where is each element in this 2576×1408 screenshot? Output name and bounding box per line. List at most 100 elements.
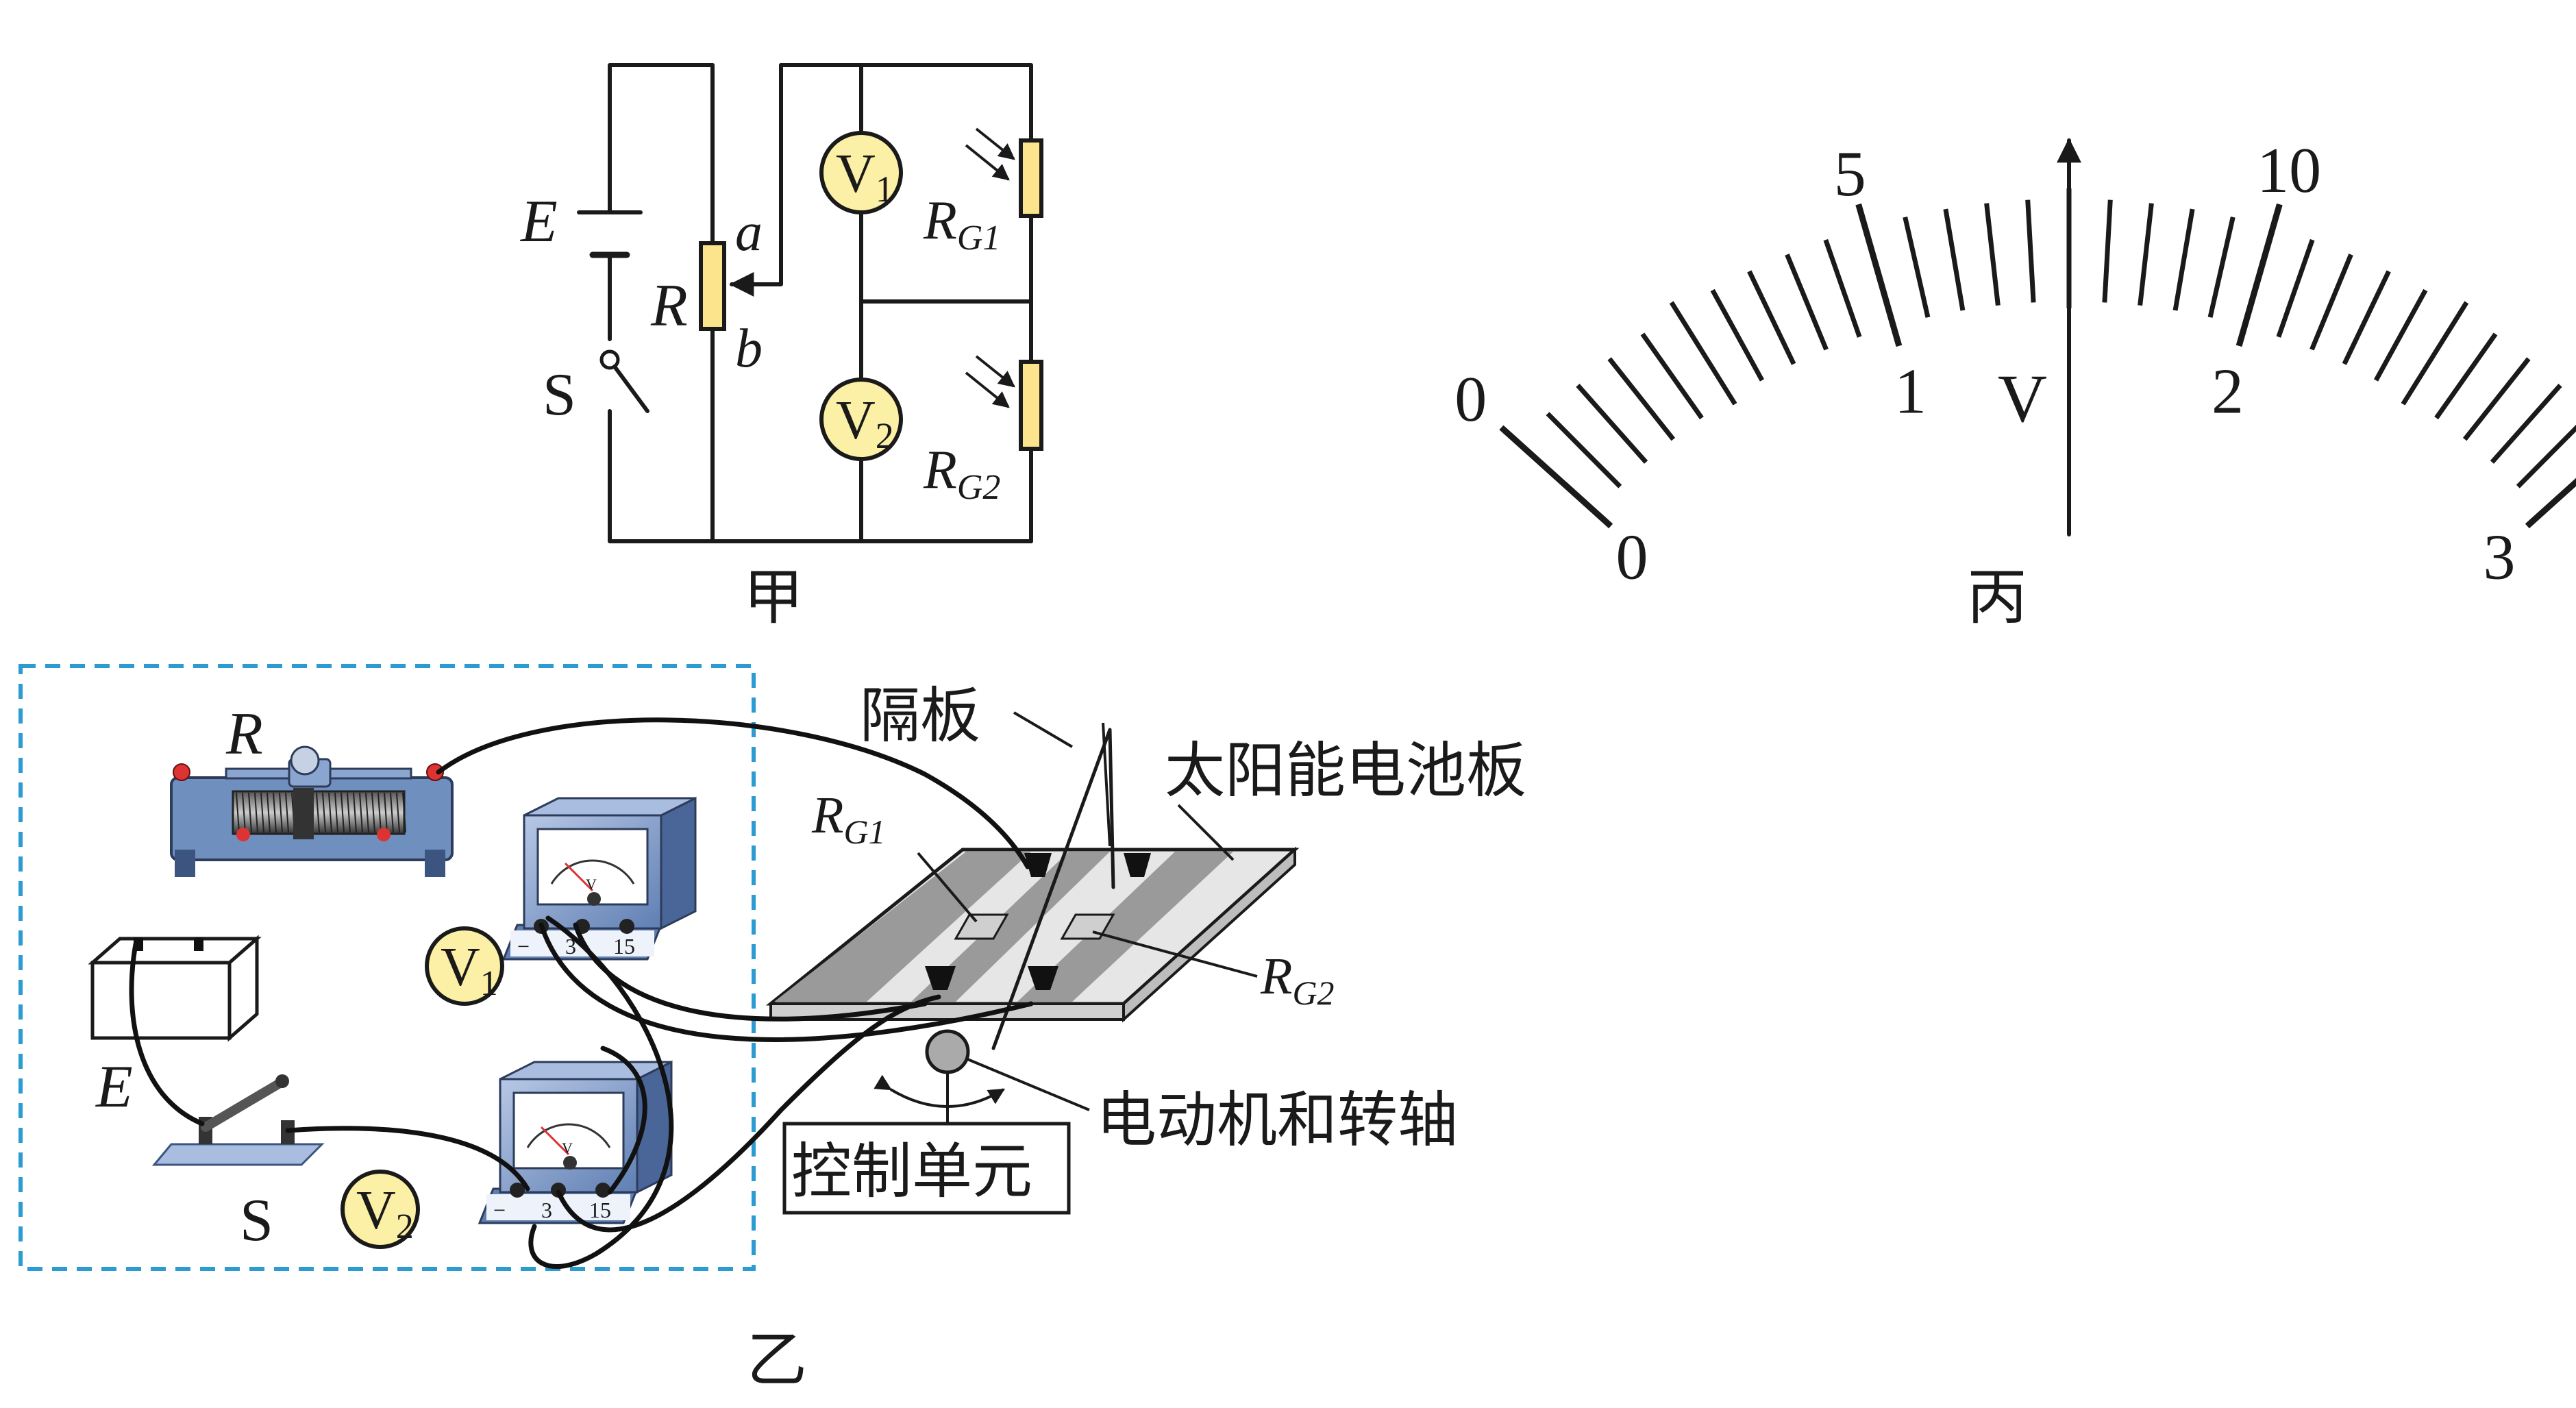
voltmeter-v2-device: V − 3 15 bbox=[478, 1060, 673, 1224]
coil-winding bbox=[334, 792, 338, 833]
coil-winding bbox=[396, 792, 400, 833]
switch-yi bbox=[151, 1074, 325, 1166]
dial-tick bbox=[1640, 332, 1704, 420]
dial-tick bbox=[2490, 384, 2562, 464]
dial-tick bbox=[1499, 425, 1613, 529]
voltmeter-v1-jia bbox=[819, 131, 903, 214]
rg1-leader bbox=[917, 852, 978, 923]
label-motor: 电动机和转轴 bbox=[1096, 1088, 1458, 1154]
coil-winding bbox=[273, 792, 277, 833]
dial-tick bbox=[2342, 270, 2391, 365]
dial-tick bbox=[1984, 203, 2001, 306]
coil-winding bbox=[347, 792, 351, 833]
dashed-box bbox=[18, 664, 756, 1271]
label-rg2-jia: RG2 bbox=[923, 440, 1000, 507]
coil-winding bbox=[371, 792, 375, 833]
coil-winding bbox=[236, 792, 240, 833]
coil-winding bbox=[390, 792, 394, 833]
partition-board bbox=[991, 728, 1115, 1050]
dial-tick bbox=[2172, 208, 2195, 311]
coil-winding bbox=[359, 792, 363, 833]
dial-tick bbox=[1546, 412, 1622, 489]
dial-lower-label: 0 bbox=[1616, 522, 1648, 593]
label-v1-jia: V1 bbox=[836, 144, 894, 210]
dial-tick bbox=[2462, 357, 2531, 441]
dial-tick bbox=[2373, 288, 2428, 382]
dial-tick bbox=[1785, 254, 1829, 351]
dial-lower-label: 2 bbox=[2212, 356, 2244, 428]
label-e-jia: E bbox=[519, 188, 558, 255]
label-solar-panel: 太阳能电池板 bbox=[1165, 739, 1526, 805]
dial-tick bbox=[2236, 203, 2283, 347]
light-arrows-rg2 bbox=[965, 355, 1015, 408]
solar-panel bbox=[765, 846, 1300, 1023]
dial-tick bbox=[1710, 288, 1765, 382]
coil-winding bbox=[285, 792, 289, 833]
dial-lower-label: 3 bbox=[2483, 522, 2515, 593]
dial-tick bbox=[2309, 254, 2353, 351]
dial-tick bbox=[2525, 478, 2576, 529]
coil-winding bbox=[377, 792, 382, 833]
rg2-leader bbox=[1092, 930, 1258, 978]
label-s-yi: S bbox=[240, 1187, 273, 1254]
apparatus-yi: R E S V bbox=[18, 664, 1526, 1394]
dial-upper-label: 5 bbox=[1834, 138, 1866, 210]
dial-tick bbox=[1576, 384, 1648, 464]
voltmeter-v1-device: V − 3 15 bbox=[501, 796, 697, 961]
dial-tick bbox=[1747, 270, 1796, 365]
label-rg1-yi: RG1 bbox=[811, 787, 886, 851]
label-partition: 隔板 bbox=[860, 684, 980, 750]
dial-tick bbox=[2434, 332, 2498, 420]
dial-upper-label: 0 bbox=[1454, 364, 1487, 435]
dial-tick bbox=[2401, 301, 2469, 406]
label-rg1-jia: RG1 bbox=[923, 190, 1000, 258]
dial-bing: 0510150123 V 丙 bbox=[1454, 135, 2576, 632]
dial-tick bbox=[2516, 424, 2576, 489]
dial-tick bbox=[1943, 208, 1966, 311]
coil-winding bbox=[316, 792, 320, 833]
caption-jia: 甲 bbox=[743, 565, 804, 632]
photoresistor-rg2-jia bbox=[1019, 360, 1043, 451]
voltmeter-v2-badge bbox=[340, 1170, 420, 1249]
label-v2-jia: V2 bbox=[836, 391, 894, 456]
label-s-jia: S bbox=[543, 362, 576, 428]
photoresistor-rg1-jia bbox=[1019, 138, 1043, 218]
dial-upper-label: 10 bbox=[2257, 135, 2321, 206]
control-unit-box bbox=[782, 1122, 1071, 1215]
label-v2-yi: V2 bbox=[356, 1181, 414, 1246]
partition-leader-2 bbox=[1102, 722, 1111, 847]
circuit-jia: E S R a b V1 V2 RG1 RG2 甲 bbox=[519, 63, 1043, 632]
dial-tick bbox=[1823, 238, 1862, 338]
solar-leader bbox=[1177, 804, 1235, 861]
coil-winding bbox=[402, 792, 406, 833]
dial-tick bbox=[1855, 203, 1903, 347]
label-rg2-yi: RG2 bbox=[1260, 948, 1335, 1012]
coil-winding bbox=[322, 792, 326, 833]
coil-winding bbox=[365, 792, 369, 833]
dial-tick bbox=[2025, 199, 2036, 303]
coil-winding bbox=[384, 792, 388, 833]
rheostat-jia bbox=[699, 241, 726, 331]
label-e-yi: E bbox=[95, 1054, 133, 1120]
meter1-terminal-15: 15 bbox=[613, 934, 635, 959]
label-r-yi: R bbox=[225, 701, 263, 767]
coil-winding bbox=[279, 792, 283, 833]
dial-tick bbox=[1669, 301, 1737, 406]
motor-shaft bbox=[925, 1029, 970, 1074]
dial-tick bbox=[2207, 217, 2236, 318]
caption-yi: 乙 bbox=[747, 1328, 807, 1394]
meter1-terminal-neg: − bbox=[517, 934, 530, 959]
dial-tick bbox=[2102, 199, 2113, 303]
meter2-terminal-15: 15 bbox=[589, 1198, 611, 1222]
switch-blade bbox=[612, 365, 649, 413]
coil-winding bbox=[353, 792, 357, 833]
voltmeter-v1-badge bbox=[425, 926, 504, 1006]
label-a-jia: a bbox=[735, 202, 763, 262]
meter2-face-unit: V bbox=[562, 1139, 573, 1157]
coil-winding bbox=[340, 792, 345, 833]
light-arrows-rg1 bbox=[965, 127, 1015, 181]
switch-pivot bbox=[599, 349, 620, 370]
dial-tick bbox=[2138, 203, 2154, 306]
